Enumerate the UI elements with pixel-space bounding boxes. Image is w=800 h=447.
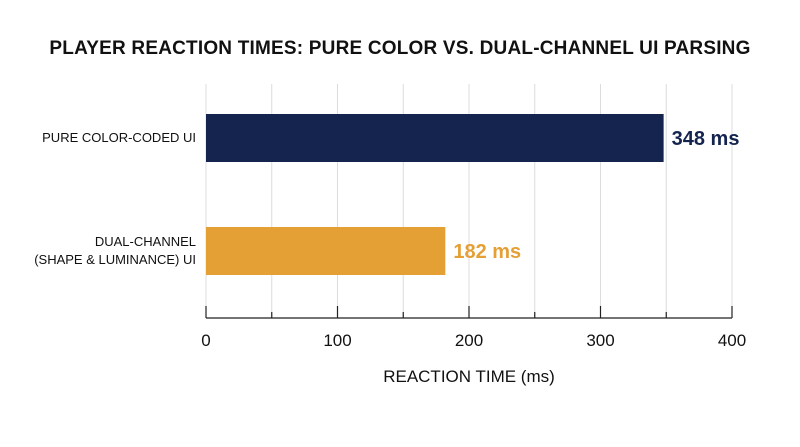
x-tick-label: 0 — [201, 331, 210, 350]
category-label: PURE COLOR-CODED UI — [42, 130, 196, 145]
x-tick-label: 100 — [323, 331, 351, 350]
grid-lines — [205, 84, 733, 318]
data-label: 348 ms — [672, 128, 740, 150]
category-label: DUAL-CHANNEL — [95, 234, 196, 249]
bars — [206, 114, 664, 275]
x-tick-label: 300 — [586, 331, 614, 350]
bar — [206, 227, 446, 275]
chart-title: PLAYER REACTION TIMES: PURE COLOR VS. DU… — [49, 38, 751, 59]
x-tick-label: 200 — [455, 331, 483, 350]
category-label: (SHAPE & LUMINANCE) UI — [34, 252, 196, 267]
x-tick-label: 400 — [718, 331, 746, 350]
x-axis: 0 100 200 300 400 — [201, 306, 746, 350]
labels: 348 ms PURE COLOR-CODED UI 182 ms DUAL-CHAN… — [34, 128, 739, 267]
data-label: 182 ms — [453, 241, 521, 263]
bar — [206, 114, 664, 162]
x-axis-title: REACTION TIME (ms) — [383, 367, 555, 386]
